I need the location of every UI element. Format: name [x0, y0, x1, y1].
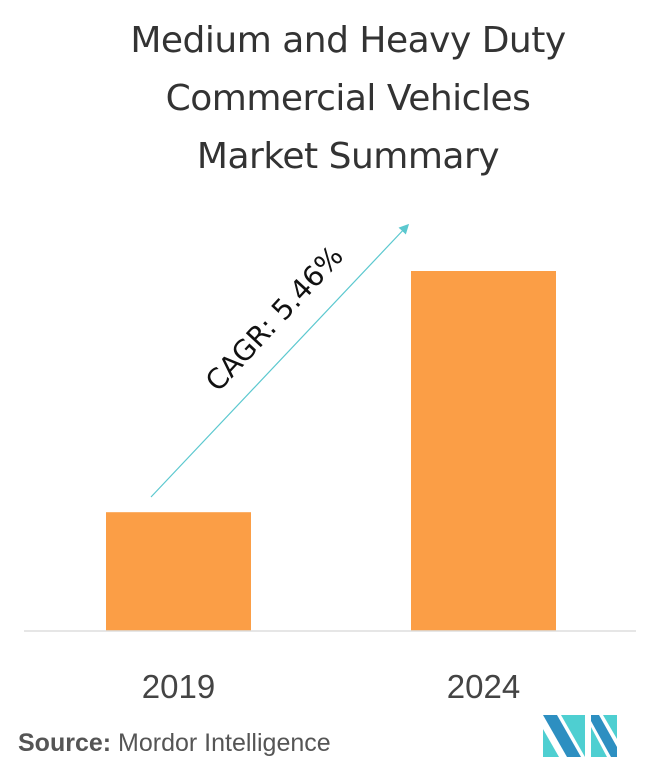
source-label: Source: [18, 729, 112, 757]
chart-title-line-2: Commercial Vehicles [165, 78, 531, 119]
source-note: Source: Mordor Intelligence [18, 729, 331, 758]
cagr-arrow [150, 223, 410, 498]
x-axis-labels: 2019 2024 [142, 668, 520, 705]
mordor-intelligence-logo [543, 715, 617, 757]
logo-shape [591, 727, 607, 757]
cagr-label: CAGR: 5.46% [199, 239, 350, 397]
chart-title-line-1: Medium and Heavy Duty [130, 20, 566, 61]
x-tick-label-2019: 2019 [142, 668, 215, 705]
logo-shape [543, 729, 559, 757]
x-tick-label-2024: 2024 [447, 668, 520, 705]
logo-shape [543, 715, 581, 757]
logo-shape [591, 715, 617, 757]
bars-group [106, 271, 556, 631]
source-value: Mordor Intelligence [118, 729, 331, 757]
logo-shape [561, 715, 585, 757]
chart-title: Medium and Heavy Duty Commercial Vehicle… [0, 12, 658, 186]
bar-2024 [411, 271, 556, 631]
logo-shape [603, 715, 617, 739]
bar-2019 [106, 512, 251, 631]
chart-title-line-3: Market Summary [196, 136, 500, 177]
